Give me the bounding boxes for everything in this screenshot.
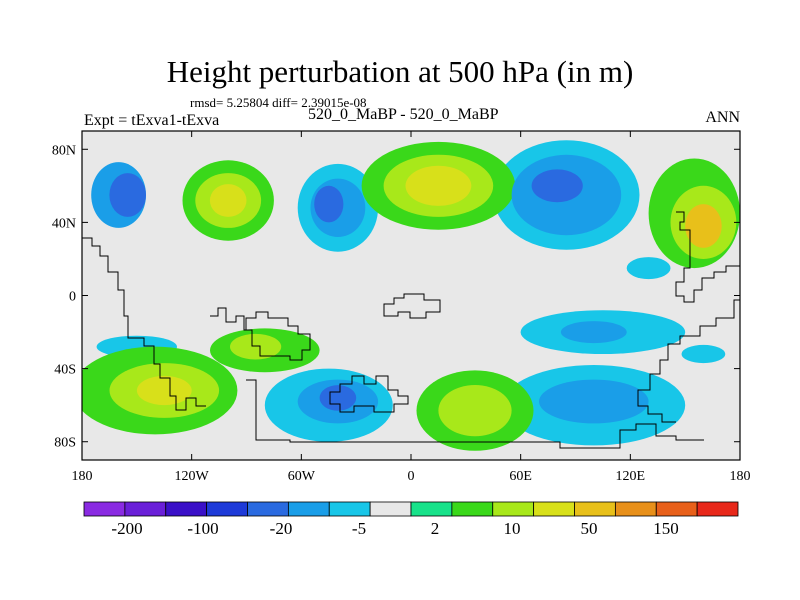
continent-outline-americas [82, 237, 206, 411]
colorbar-label: -200 [111, 519, 142, 538]
colorbar-swatch [451, 501, 494, 517]
colorbar-swatch [124, 501, 167, 517]
continent-outline-asia-south [637, 299, 740, 423]
colorbar-swatch [369, 501, 412, 517]
colorbar-swatch [328, 501, 371, 517]
continent-outline-antarctica [246, 379, 704, 449]
contour-region-2 [109, 173, 146, 217]
y-tick-label: 80S [54, 436, 76, 451]
colorbar-label: 2 [431, 519, 440, 538]
contour-region-31 [438, 385, 512, 437]
contour-region-34 [681, 344, 726, 364]
stats-label: rmsd= 5.25804 diff= 2.39015e-08 [190, 95, 367, 110]
x-tick-label: 120W [175, 469, 210, 484]
x-tick-label: 120E [616, 469, 646, 484]
y-tick-label: 40N [52, 216, 76, 231]
colorbar-label: -20 [270, 519, 293, 538]
y-tick-label: 80N [52, 143, 76, 158]
contour-region-18 [626, 257, 671, 280]
continent-outline-island [383, 293, 441, 319]
x-tick-label: 60W [288, 469, 316, 484]
x-tick-label: 0 [408, 469, 415, 484]
contour-region-8 [314, 185, 344, 223]
x-tick-label: 180 [730, 469, 751, 484]
colorbar-swatch [83, 501, 126, 517]
x-tick-label: 60E [509, 469, 532, 484]
colorbar-swatch [410, 501, 453, 517]
continent-outline-east [675, 211, 740, 303]
y-tick-label: 40S [54, 363, 76, 378]
contour-region-24 [136, 375, 192, 406]
colorbar-label: -5 [352, 519, 366, 538]
colorbar-swatch [206, 501, 248, 517]
experiment-label: Expt = tExva1-tExva [84, 112, 220, 129]
colorbar-label: 150 [653, 519, 679, 538]
contour-region-17 [685, 204, 722, 248]
chart-title: Height perturbation at 500 hPa (in m) [166, 54, 634, 89]
colorbar-swatch [533, 501, 575, 517]
colorbar-swatch [574, 501, 616, 517]
colorbar-swatch [247, 501, 289, 517]
contour-region-26 [230, 333, 282, 360]
colorbar-swatch [165, 501, 208, 517]
colorbar-label: 10 [504, 519, 521, 538]
continent-outline-africa [210, 307, 311, 361]
y-tick-label: 0 [69, 290, 76, 305]
x-tick-label: 180 [72, 469, 93, 484]
case-label: 520_0_MaBP - 520_0_MaBP [308, 106, 499, 123]
continent-outline-south-a [329, 375, 409, 413]
colorbar-swatch [287, 501, 330, 517]
colorbar-swatch [614, 501, 657, 517]
contour-region-5 [209, 184, 247, 217]
colorbar-label: 50 [581, 519, 598, 538]
season-label: ANN [705, 109, 740, 126]
contour-region-29 [319, 385, 357, 411]
contour-region-14 [531, 169, 583, 203]
contour-region-20 [560, 321, 627, 344]
contour-region-33 [539, 379, 649, 424]
contour-region-11 [405, 165, 472, 206]
colorbar-label: -100 [187, 519, 218, 538]
colorbar-swatch [696, 501, 739, 517]
colorbar-swatch [492, 501, 535, 517]
colorbar-swatch [655, 501, 698, 517]
